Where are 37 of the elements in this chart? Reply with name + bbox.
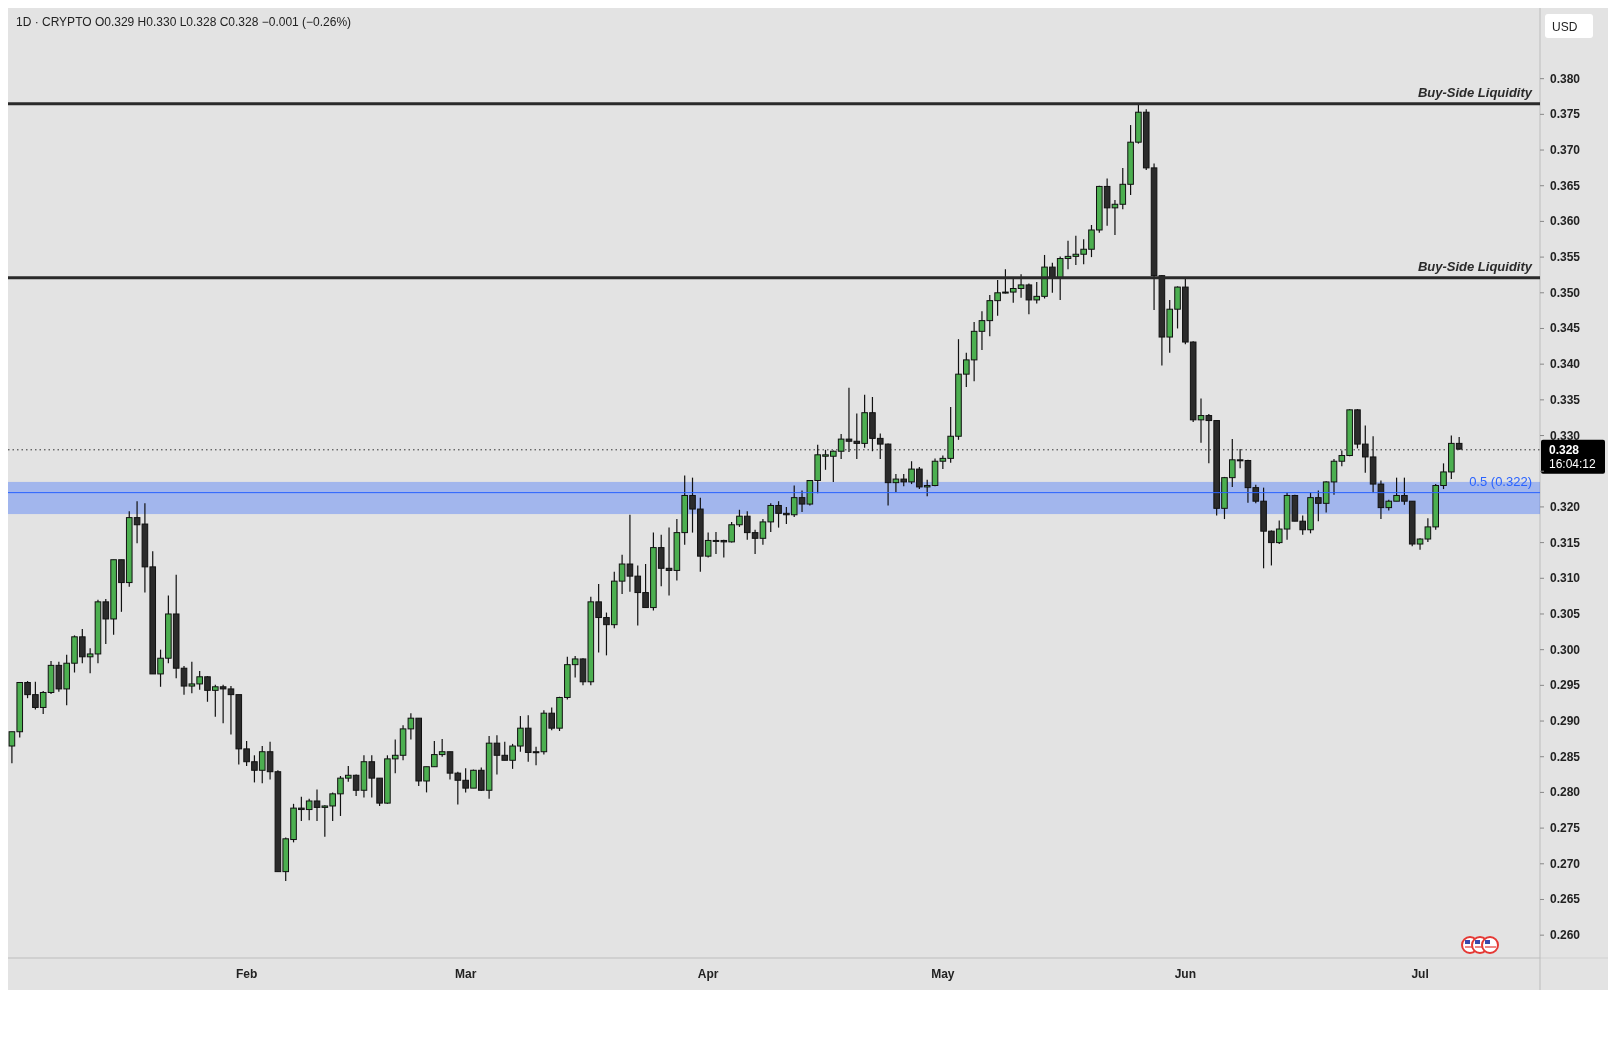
x-tick-label: Jul bbox=[1411, 967, 1429, 981]
ref-line-label: 0.5 (0.322) bbox=[1469, 473, 1532, 489]
y-tick-label: 0.315 bbox=[1550, 535, 1581, 550]
y-tick-label: 0.320 bbox=[1550, 499, 1581, 514]
x-tick-label: Jun bbox=[1174, 967, 1197, 981]
y-tick-label: 0.340 bbox=[1550, 357, 1581, 372]
x-tick-label: Apr bbox=[697, 967, 719, 981]
y-tick-label: 0.295 bbox=[1550, 678, 1581, 693]
y-tick-label: 0.280 bbox=[1550, 785, 1581, 800]
y-tick-label: 0.345 bbox=[1550, 321, 1581, 336]
y-tick-label: 0.355 bbox=[1550, 250, 1581, 265]
y-tick-label: 0.375 bbox=[1550, 107, 1581, 122]
y-tick-label: 0.370 bbox=[1550, 143, 1581, 158]
y-tick-label: 0.265 bbox=[1550, 892, 1581, 907]
x-tick-label: Mar bbox=[454, 967, 477, 981]
x-tick-label: May bbox=[931, 967, 955, 981]
x-tick-label: Feb bbox=[235, 967, 258, 981]
ref-line-label: 0.328 bbox=[1549, 442, 1580, 457]
y-axis-title: USD bbox=[1552, 20, 1578, 34]
y-tick-label: 0.305 bbox=[1550, 606, 1581, 621]
y-tick-label: 0.360 bbox=[1550, 214, 1581, 229]
y-tick-label: 0.275 bbox=[1550, 821, 1581, 836]
ref-line-label: Buy-Side Liquidity bbox=[1417, 84, 1533, 100]
ref-line-label: Buy-Side Liquidity bbox=[1417, 258, 1533, 274]
text: 1D · CRYPTO O0.329 H0.330 L0.328 C0.328 −0.001 (−0.26%) bbox=[16, 15, 352, 29]
y-tick-label: 0.290 bbox=[1550, 714, 1581, 729]
y-tick-label: 0.365 bbox=[1550, 178, 1581, 193]
y-tick-label: 0.380 bbox=[1550, 71, 1581, 86]
y-tick-label: 0.350 bbox=[1550, 285, 1581, 300]
text: 16:04:12 bbox=[1549, 456, 1597, 471]
y-tick-label: 0.270 bbox=[1550, 856, 1581, 871]
y-tick-label: 0.335 bbox=[1550, 392, 1581, 407]
y-tick-label: 0.310 bbox=[1550, 571, 1581, 586]
y-tick-label: 0.330 bbox=[1550, 428, 1581, 443]
y-tick-label: 0.260 bbox=[1550, 928, 1581, 943]
y-tick-label: 0.285 bbox=[1550, 749, 1581, 764]
y-tick-label: 0.300 bbox=[1550, 642, 1581, 657]
